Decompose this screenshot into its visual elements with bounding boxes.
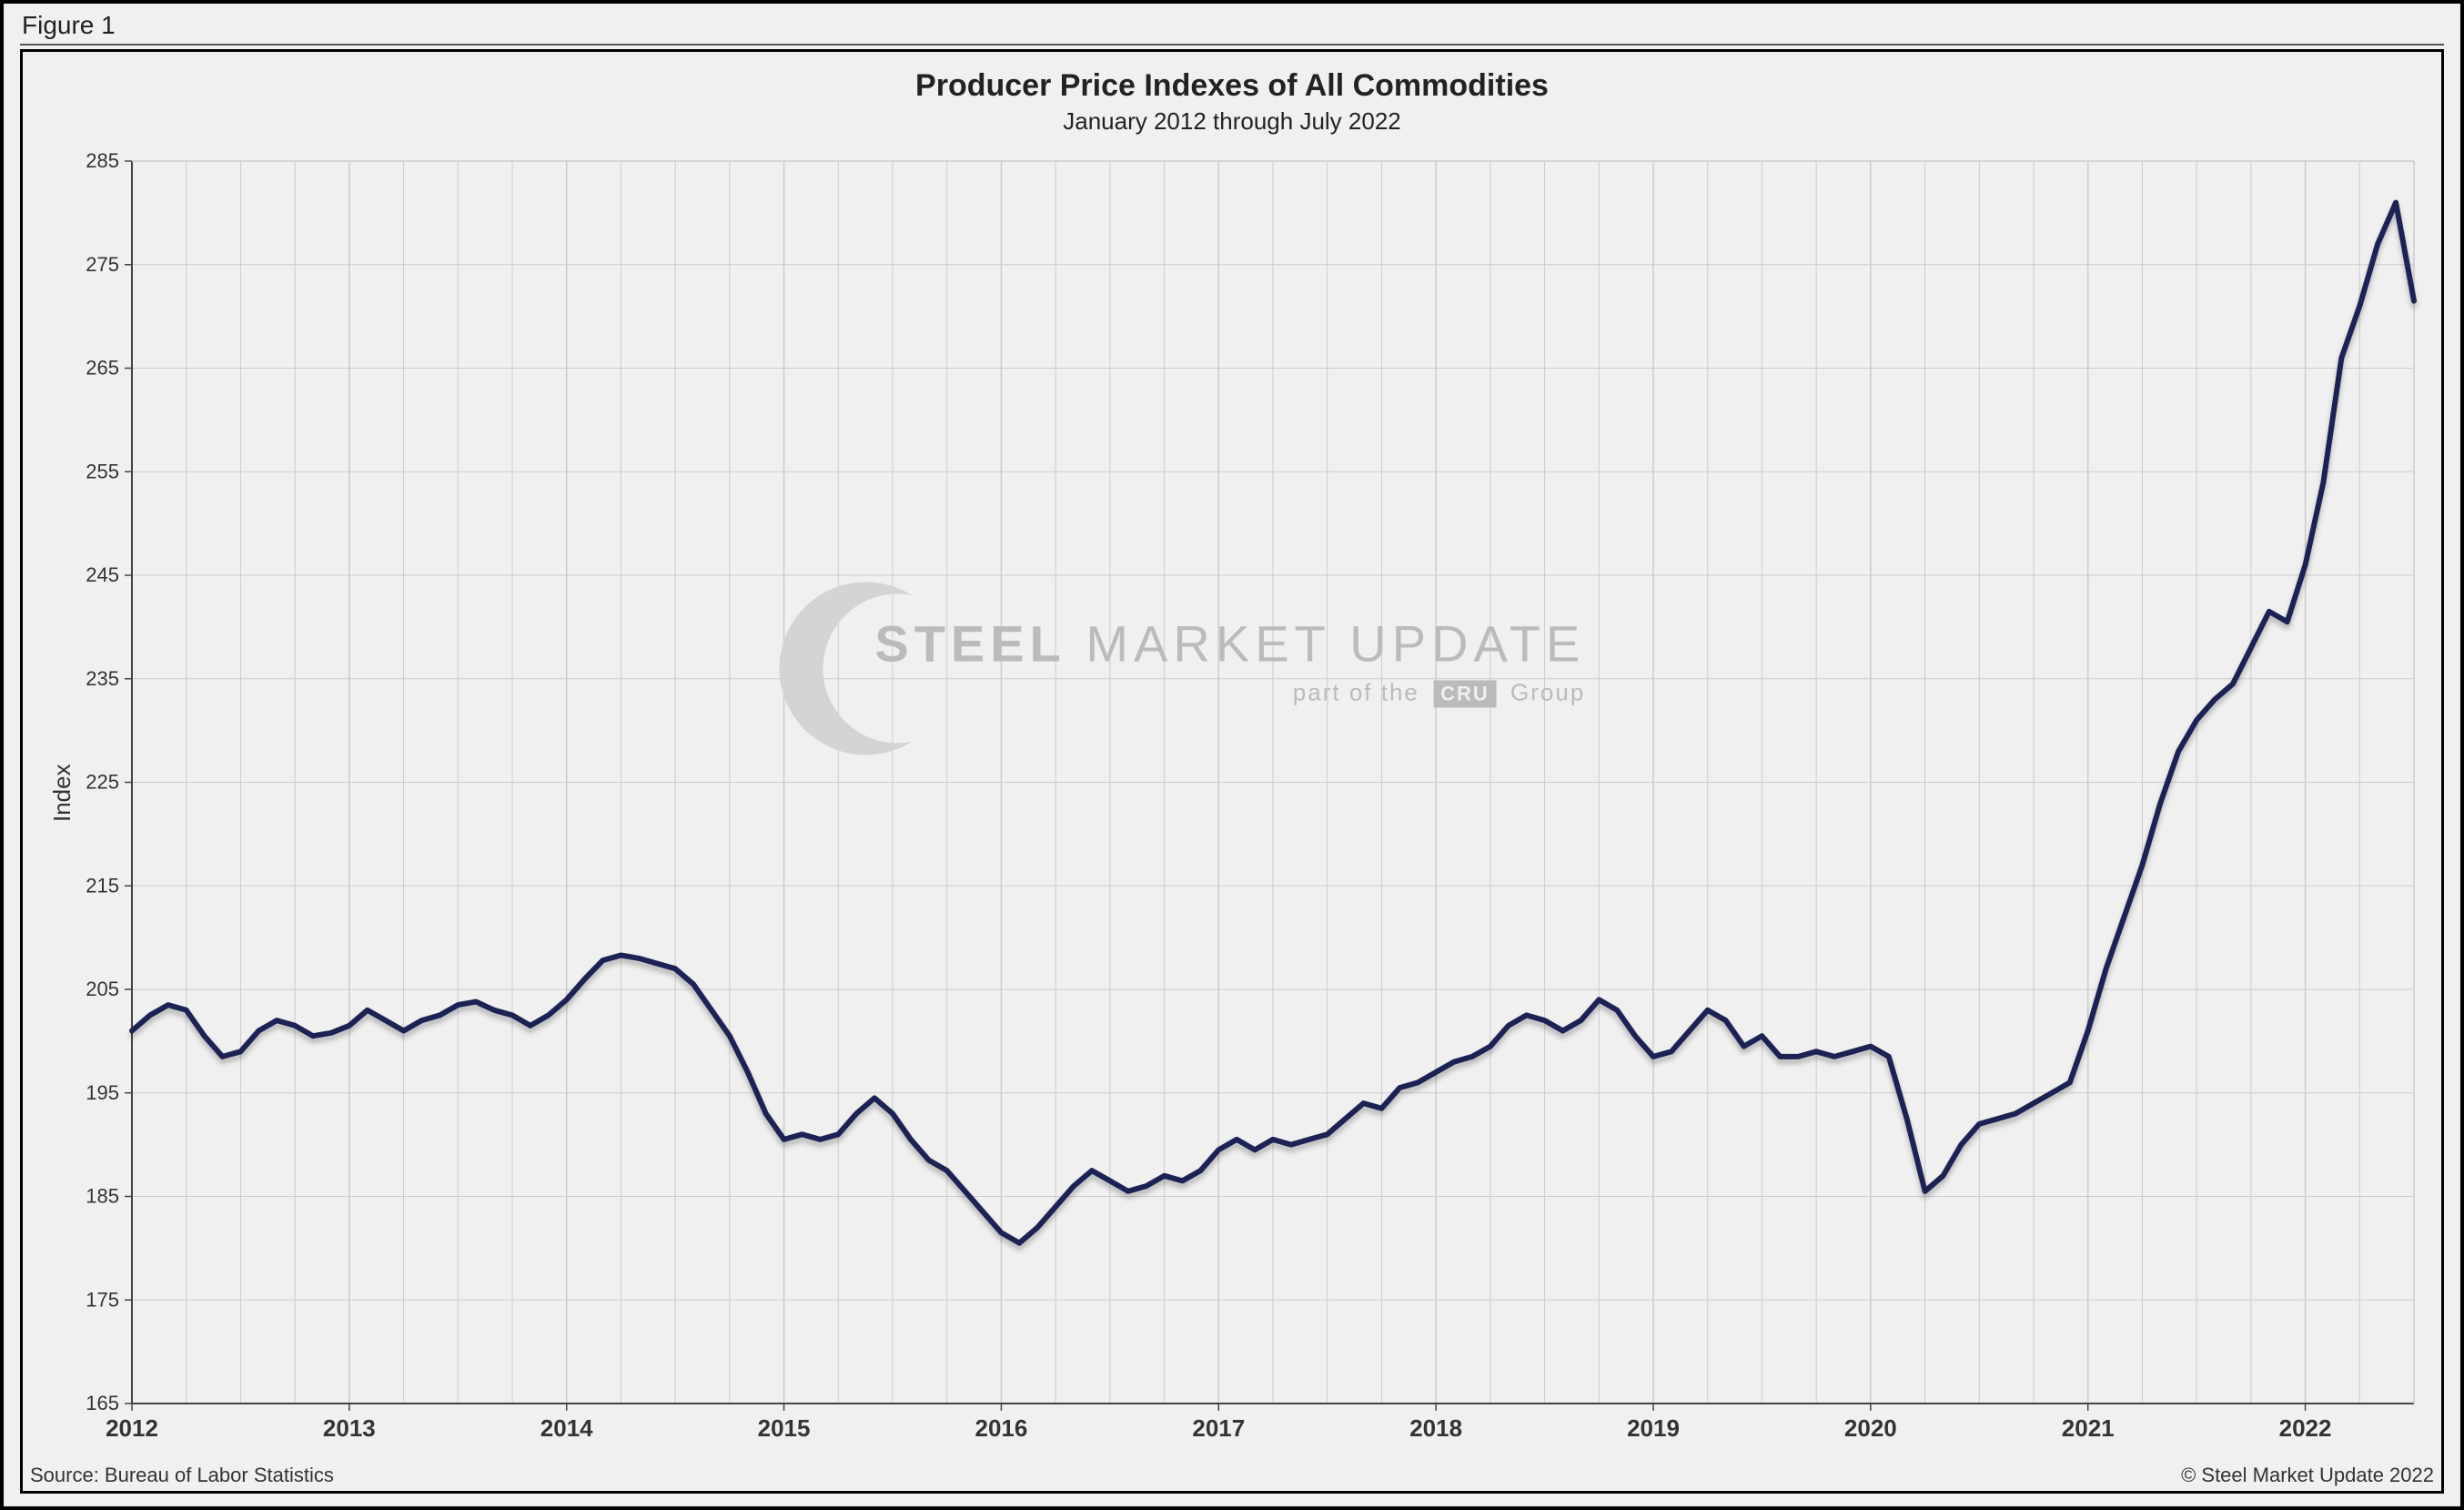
svg-text:245: 245 (86, 563, 119, 586)
svg-text:275: 275 (86, 253, 119, 276)
line-chart: 165 175 185 195 205 215 225 235 245 255 265 275 285 2… (23, 136, 2441, 1456)
svg-text:255: 255 (86, 460, 119, 482)
svg-text:205: 205 (86, 978, 119, 1000)
svg-text:2018: 2018 (1409, 1414, 1462, 1442)
svg-text:185: 185 (86, 1185, 119, 1208)
svg-text:2019: 2019 (1627, 1414, 1680, 1442)
chart-subtitle: January 2012 through July 2022 (23, 107, 2441, 136)
source-text: Source: Bureau of Labor Statistics (30, 1464, 334, 1487)
svg-text:285: 285 (86, 149, 119, 172)
svg-text:165: 165 (86, 1392, 119, 1414)
chart-title: Producer Price Indexes of All Commoditie… (23, 68, 2441, 104)
svg-text:215: 215 (86, 874, 119, 897)
chart-container: Producer Price Indexes of All Commoditie… (20, 49, 2444, 1494)
svg-text:2013: 2013 (323, 1414, 376, 1442)
svg-text:195: 195 (86, 1081, 119, 1104)
svg-text:2012: 2012 (106, 1414, 158, 1442)
svg-text:2016: 2016 (975, 1414, 1028, 1442)
figure-label: Figure 1 (22, 11, 2444, 40)
svg-text:235: 235 (86, 667, 119, 690)
svg-text:175: 175 (86, 1288, 119, 1311)
svg-text:265: 265 (86, 357, 119, 380)
svg-text:2015: 2015 (758, 1414, 811, 1442)
chart-titles: Producer Price Indexes of All Commoditie… (23, 52, 2441, 136)
figure-frame: Figure 1 Producer Price Indexes of All C… (0, 0, 2464, 1510)
copyright-text: © Steel Market Update 2022 (2181, 1464, 2434, 1487)
svg-text:2014: 2014 (540, 1414, 593, 1442)
svg-text:225: 225 (86, 771, 119, 794)
svg-text:2021: 2021 (2062, 1414, 2115, 1442)
svg-text:2020: 2020 (1844, 1414, 1897, 1442)
chart-footer: Source: Bureau of Labor Statistics © Ste… (23, 1464, 2441, 1487)
svg-text:2022: 2022 (2279, 1414, 2332, 1442)
y-axis-label: Index (48, 764, 76, 822)
divider (20, 44, 2444, 46)
svg-text:2017: 2017 (1192, 1414, 1245, 1442)
